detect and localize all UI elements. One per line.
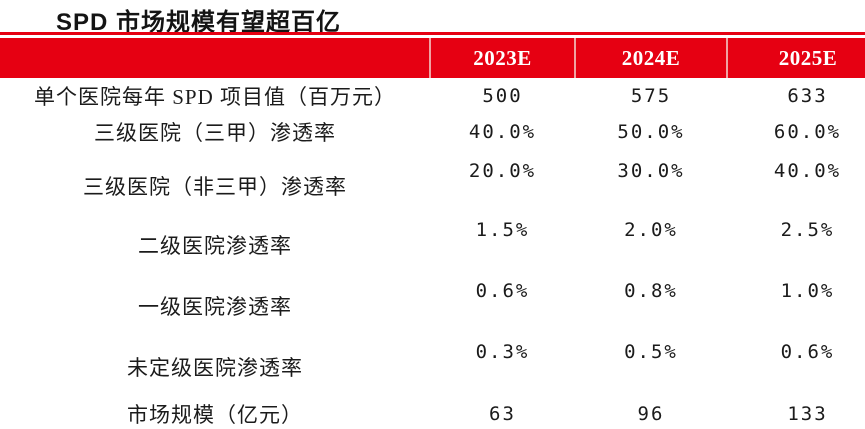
value-cell: 40.0% xyxy=(727,150,865,207)
table-row-tier3-3a-penetration: 三级医院（三甲）渗透率 40.0% 50.0% 60.0% xyxy=(0,113,865,150)
corner-header-cell xyxy=(0,38,430,78)
value-cell: 0.3% xyxy=(430,330,575,390)
value-cell: 0.6% xyxy=(727,330,865,390)
table-row-project-value: 单个医院每年 SPD 项目值（百万元） 500 575 633 xyxy=(0,78,865,113)
table-row-tier2-penetration: 二级医院渗透率 1.5% 2.0% 2.5% xyxy=(0,207,865,268)
value-cell: 2.0% xyxy=(575,207,727,268)
table-header-row: 2023E 2024E 2025E xyxy=(0,38,865,78)
value-cell: 1.0% xyxy=(727,268,865,330)
value-cell: 0.8% xyxy=(575,268,727,330)
table-row-market-size: 市场规模（亿元） 63 96 133 xyxy=(0,390,865,429)
value-cell: 63 xyxy=(430,390,575,429)
value-cell: 0.5% xyxy=(575,330,727,390)
row-label: 二级医院渗透率 xyxy=(0,207,430,268)
row-label: 三级医院（三甲）渗透率 xyxy=(0,113,430,150)
value-cell: 40.0% xyxy=(430,113,575,150)
value-cell: 30.0% xyxy=(575,150,727,207)
value-cell: 96 xyxy=(575,390,727,429)
title-divider-rule xyxy=(0,32,865,35)
row-label: 一级医院渗透率 xyxy=(0,268,430,330)
value-cell: 50.0% xyxy=(575,113,727,150)
col-header-2023e: 2023E xyxy=(429,38,575,78)
value-cell: 133 xyxy=(727,390,865,429)
spd-market-table: 2023E 2024E 2025E 单个医院每年 SPD 项目值（百万元） 50… xyxy=(0,38,865,429)
col-header-2024e: 2024E xyxy=(574,38,727,78)
value-cell: 1.5% xyxy=(430,207,575,268)
value-cell: 20.0% xyxy=(430,150,575,207)
table-row-tier3-non3a-penetration: 三级医院（非三甲）渗透率 20.0% 30.0% 40.0% xyxy=(0,150,865,207)
table-row-tier1-penetration: 一级医院渗透率 0.6% 0.8% 1.0% xyxy=(0,268,865,330)
row-label: 市场规模（亿元） xyxy=(0,390,430,429)
row-label: 单个医院每年 SPD 项目值（百万元） xyxy=(0,78,430,113)
value-cell: 0.6% xyxy=(430,268,575,330)
value-cell: 500 xyxy=(430,78,575,113)
value-cell: 60.0% xyxy=(727,113,865,150)
row-label: 未定级医院渗透率 xyxy=(0,330,430,390)
value-cell: 575 xyxy=(575,78,727,113)
row-label: 三级医院（非三甲）渗透率 xyxy=(0,150,430,207)
col-header-2025e: 2025E xyxy=(726,38,865,78)
figure-title: SPD 市场规模有望超百亿 xyxy=(56,9,342,36)
table-row-ungraded-penetration: 未定级医院渗透率 0.3% 0.5% 0.6% xyxy=(0,330,865,390)
value-cell: 633 xyxy=(727,78,865,113)
value-cell: 2.5% xyxy=(727,207,865,268)
